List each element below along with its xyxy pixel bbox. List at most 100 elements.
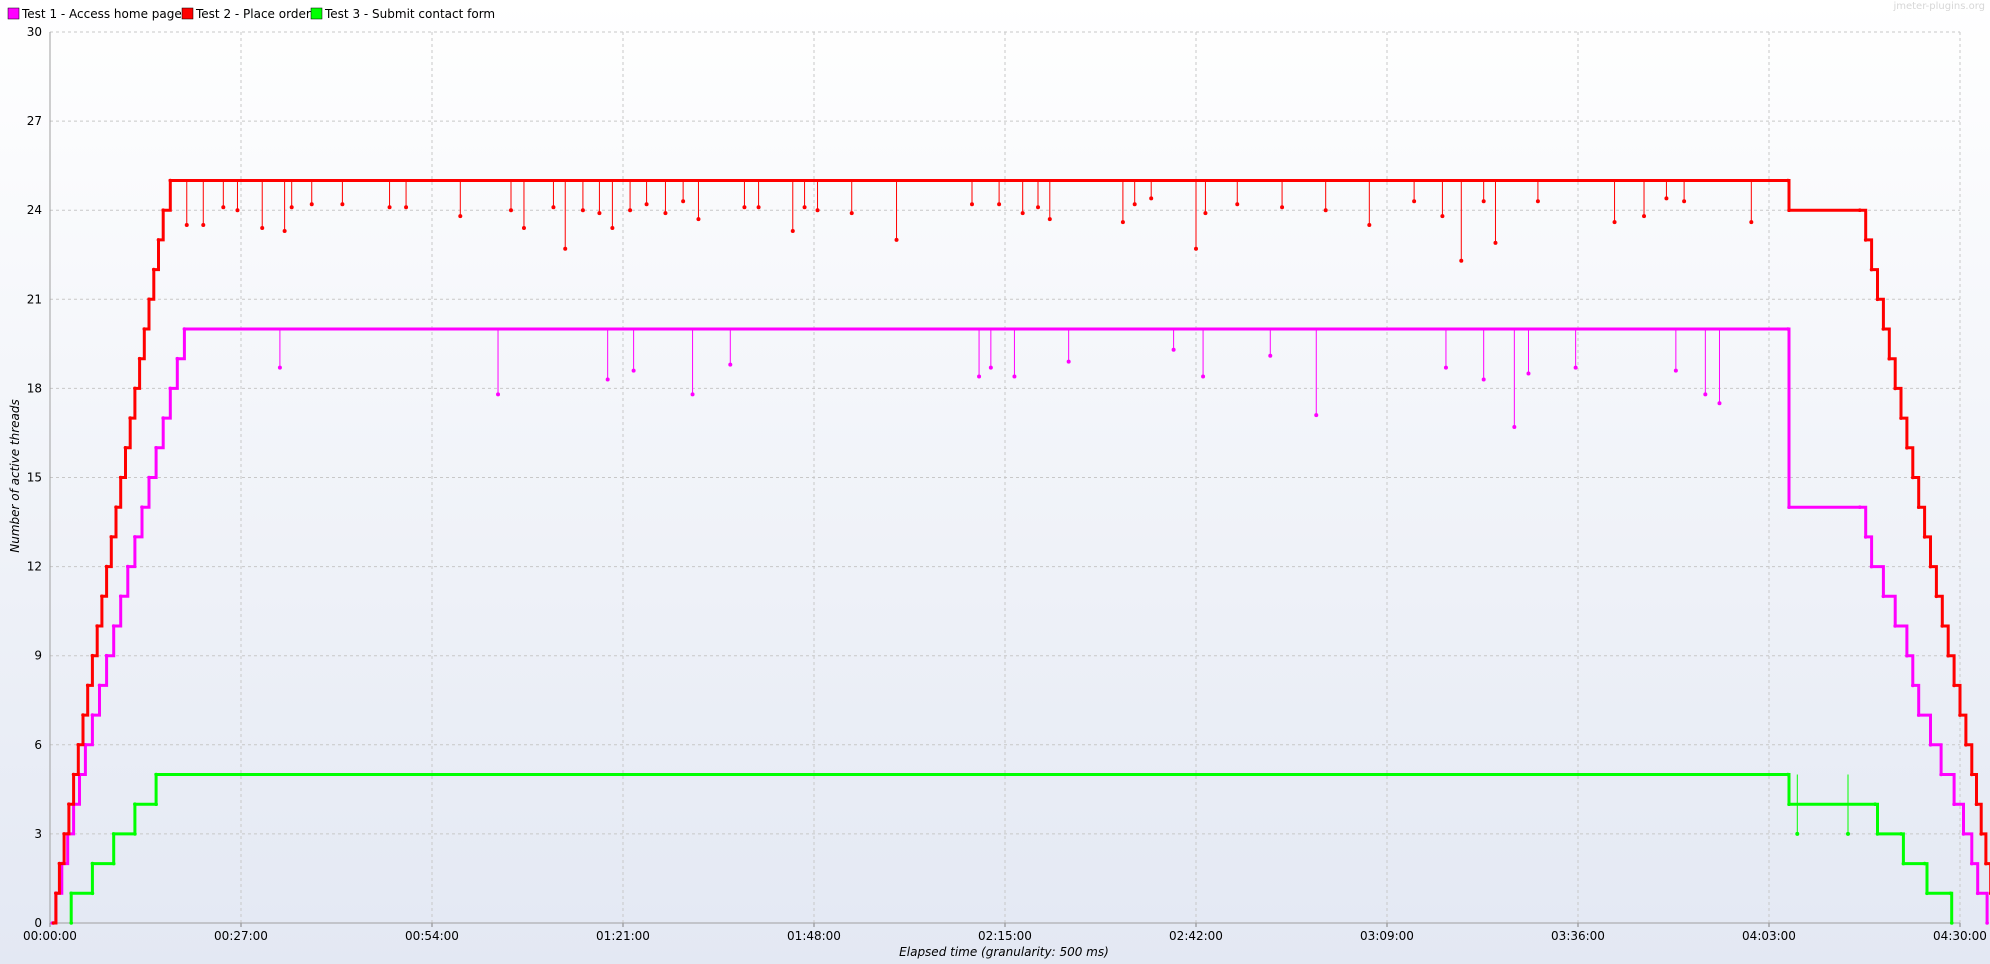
series-dip-point [1749,220,1754,225]
series-point [126,564,130,569]
series-dip-point [1149,196,1154,201]
series-lines [50,178,1990,925]
series-dip-point [1845,831,1850,836]
series-dip-point [728,362,733,367]
series-point [111,624,116,628]
series-point [1887,356,1892,361]
series-dip-point [551,205,556,210]
y-tick-label: 18 [27,381,42,395]
series-dip-point [802,205,807,210]
series-point [1893,624,1897,628]
series-dip-point [260,226,265,231]
series-dip-point [605,377,610,382]
series-dip-point [1703,392,1708,397]
series-dip-point [387,205,392,210]
series-point [62,832,66,836]
series-dip-point [1036,205,1041,210]
series-dip-point [1682,199,1687,204]
series-dip-point [690,392,695,397]
series-dip-point [1020,211,1025,216]
series-point [69,891,74,896]
series-point [1975,891,1980,896]
x-tick-label: 00:27:00 [214,929,268,943]
x-tick-label: 00:00:00 [23,929,77,943]
series-dip-point [1012,374,1017,379]
series-dip-point [597,211,602,216]
series-point [1985,921,1989,925]
series-point [133,535,137,539]
series-point [1925,891,1929,896]
series-dip-point [742,205,747,210]
series-dip-point [1493,240,1498,245]
series-point [133,802,137,806]
series-point [1916,713,1921,717]
series-2 [51,178,1990,925]
series-dip-point [340,202,345,207]
legend-swatch-test-2 [181,7,194,20]
series-dip-point [849,211,854,216]
series-dip-point [977,374,982,379]
series-dip-point [681,199,686,204]
series-dip-point [458,214,463,219]
series-dip-point [309,202,314,207]
series-point [1905,446,1909,450]
legend-item-test-3: Test 3 - Submit contact form [310,7,495,21]
series-point [128,416,132,420]
series-dip-point [815,208,820,213]
series-dip-point [184,223,189,228]
series-point [175,356,180,361]
series-dip-point [1171,347,1176,352]
series-point [1939,772,1943,777]
series-dip-point [628,208,633,213]
series-point [1911,683,1915,688]
series-dip-point [1280,205,1285,210]
grid [50,31,1961,923]
series-point [109,535,114,539]
series-point [1787,802,1791,806]
series-dip-point [988,365,993,370]
series-dip-point [1664,196,1669,201]
x-tick-label: 04:30:00 [1933,929,1987,943]
series-dip-point [894,237,899,242]
series-point [1952,683,1956,688]
series-dip-point [580,208,585,213]
series-dip-point [563,246,568,251]
legend-label-test-1: Test 1 - Access home page [21,7,182,21]
series-point [1952,802,1956,806]
series-point [54,891,58,896]
series-dip-point [1194,246,1198,251]
series-dip-point [1440,214,1445,219]
x-tick-label: 02:15:00 [978,929,1032,943]
x-tick-label: 01:48:00 [787,929,841,943]
series-point [1961,832,1966,836]
series-point [156,238,161,242]
series-dip-point [1412,199,1417,204]
series-dip-point [1047,217,1052,222]
legend: Test 1 - Access home page Test 2 - Place… [7,7,495,21]
series-dip-point [221,205,226,210]
series-point [69,921,74,925]
legend-label-test-2: Test 2 - Place order [195,7,311,21]
series-point [100,594,104,599]
series-point [81,713,85,717]
legend-item-test-2: Test 2 - Place order [181,7,311,21]
watermark: jmeter-plugins.org [1892,1,1985,12]
x-tick-labels: 00:00:00 00:27:00 00:54:00 01:21:00 01:48:00… [23,929,1987,943]
series-dip-point [282,228,287,233]
legend-label-test-3: Test 3 - Submit contact form [324,7,495,21]
series-dip-point [696,217,701,222]
y-tick-label: 21 [27,292,42,306]
series-dip-point [289,205,294,210]
legend-swatch-test-1 [7,7,20,20]
series-point [1905,653,1909,658]
series-point [161,208,165,212]
series-point [90,653,95,658]
series-point [57,861,62,866]
series-dip-point [790,228,795,233]
series-dip-point [1795,831,1800,836]
series-point [1869,267,1874,272]
series-dip-point [1459,258,1464,263]
series-point [1857,505,1862,510]
series-point [111,832,116,836]
